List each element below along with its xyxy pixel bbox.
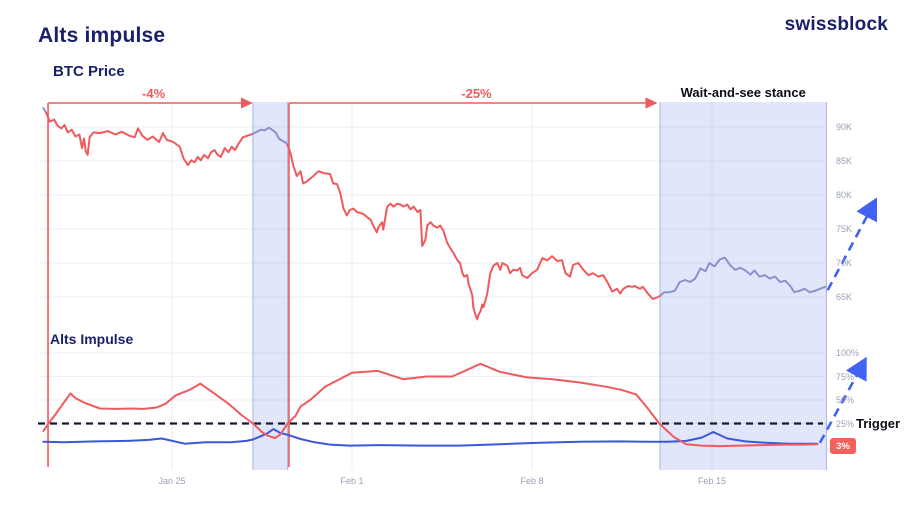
y-axis-tick-label: 65K [836,292,853,302]
x-axis-tick-label: Feb 8 [520,476,544,486]
x-axis-tick-label: Feb 1 [340,476,364,486]
btc-price-line-pause-band [252,126,289,147]
pullback-pause-band [252,102,288,470]
impulse-chart-title: Alts Impulse [50,331,134,347]
y-axis-tick-label: 70K [836,258,853,268]
y-axis-tick-label: 75% [836,371,855,382]
btc-price-line-intro [42,107,48,115]
btc-price-line-wait-and-see [659,256,827,297]
wait-and-see-band [660,102,827,470]
y-axis-tick-label: 85K [836,156,853,166]
page-title: Alts impulse [38,24,166,47]
y-axis-tick-label: 90K [836,122,853,132]
alts-impulse-blue-line [42,428,819,447]
btc-chart-title: BTC Price [53,63,125,80]
y-axis-tick-label: 75K [836,224,853,234]
btc-projection-arrow [826,197,878,291]
brand-logo: swissblock [784,14,888,35]
btc-price-line-phase-minus-25pct [286,144,662,321]
drawdown-4pct-label: -4% [142,86,166,101]
y-axis-tick-label: 80K [836,190,853,200]
y-axis-tick-label: 25% [836,418,855,429]
btc-price-line-phase-minus-4pct [45,112,254,167]
wait-and-see-label: Wait-and-see stance [680,85,806,100]
alts-impulse-red-line [42,362,819,448]
y-axis-tick-label: 100% [836,348,860,358]
impulse-projection-arrow [818,356,867,444]
drawdown-25pct-label: -25% [461,86,492,101]
current-impulse-badge: 3% [830,438,856,454]
trigger-label: Trigger [856,416,901,431]
x-axis-tick-label: Jan 25 [158,476,186,486]
y-axis-tick-label: 50% [836,395,855,405]
x-axis-tick-label: Feb 15 [697,476,726,486]
